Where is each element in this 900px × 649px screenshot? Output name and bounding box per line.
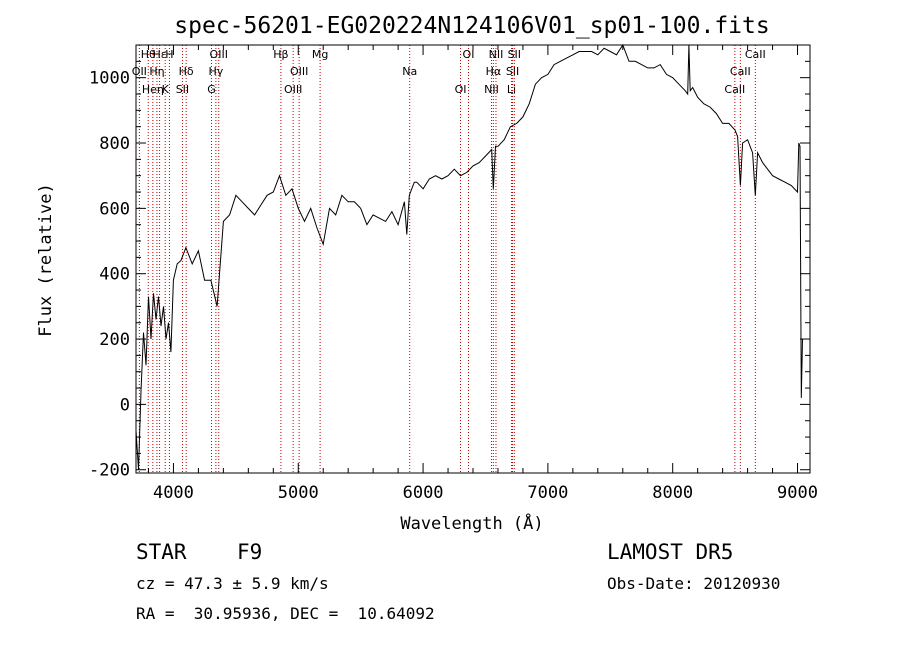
spectral-line-label: SII [508,48,521,61]
y-tick-label: 200 [99,330,130,350]
object-subclass: F9 [237,540,263,564]
spectral-line-label: SII [176,83,189,96]
spectral-line-label: H [165,48,173,61]
spectral-line-label: G [207,83,216,96]
redshift-velocity: cz = 47.3 ± 5.9 km/s [136,574,329,593]
survey-name: LAMOST DR5 [607,540,734,564]
spectral-line-label: K [162,83,170,96]
x-tick-label: 7000 [527,483,568,503]
spectral-line-label: Hα [486,65,502,78]
x-tick-label: 4000 [153,483,194,503]
y-tick-label: 400 [99,265,130,285]
spectral-line-label: Hη [149,65,164,78]
object-class: STAR [136,540,187,564]
spectral-line-label: OIII [210,48,228,61]
plot-frame [135,44,811,474]
spectral-line-label: Hδ [179,65,194,78]
y-tick-label: 800 [99,134,130,154]
spectral-line-label: Hθ [141,48,156,61]
x-tick-label: 8000 [652,483,693,503]
spectral-line-label: CaII [730,65,751,78]
spectrum-series-line [135,43,803,470]
y-tick-label: 600 [99,199,130,219]
spectral-line-label: OIII [284,83,302,96]
spectral-line-label: Hβ [273,48,288,61]
spectral-line-label: SII [506,65,519,78]
spectral-line-label: OIII [290,65,308,78]
observation-date: Obs-Date: 20120930 [607,574,781,593]
chart-title: spec-56201-EG020224N124106V01_sp01-100.f… [174,13,769,39]
x-tick-label: 9000 [777,483,818,503]
y-tick-label: -200 [89,461,130,481]
coordinates: RA = 30.95936, DEC = 10.64092 [136,604,435,623]
spectral-line-label: Na [402,65,417,78]
x-axis-ticks: 4000 5000 6000 7000 8000 9000 [147,45,818,503]
x-axis-label: Wavelength (Å) [400,512,543,534]
spectral-line-markers: HθOIIHeηHεHηKHHδSIIOIIIHγGHβOIIIOIIIMgNa… [132,45,766,473]
spectral-line-label: OI [455,83,467,96]
x-tick-label: 6000 [403,483,444,503]
y-tick-label: 1000 [89,69,130,89]
spectral-line-label: OI [463,48,475,61]
spectral-line-label: Li [507,83,516,96]
spectral-line-label: CaII [745,48,766,61]
spectrum-chart: spec-56201-EG020224N124106V01_sp01-100.f… [36,13,818,534]
y-tick-label: 0 [120,395,130,415]
spectral-line-label: NII [489,48,504,61]
spectral-line-label: OII [132,65,147,78]
spectral-line-label: Hγ [208,65,223,78]
spectral-line-label: NII [484,83,499,96]
y-axis-label: Flux (relative) [36,183,56,337]
y-axis-ticks: -200 0 200 400 600 800 1000 [89,44,810,481]
spectral-line-label: Mg [312,48,328,61]
x-tick-label: 5000 [278,483,319,503]
spectral-line-label: Heη [142,83,164,96]
spectral-line-label: Hε [152,48,166,61]
spectral-line-label: CaII [724,83,745,96]
